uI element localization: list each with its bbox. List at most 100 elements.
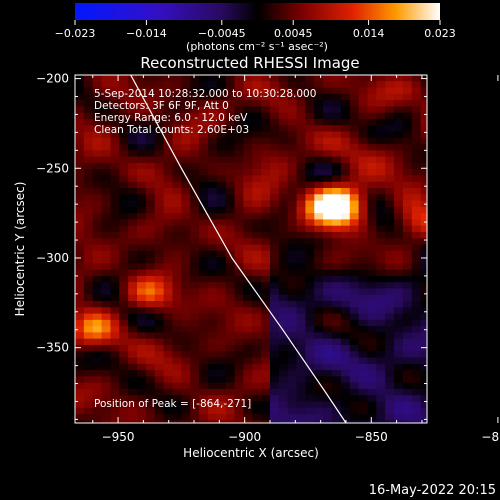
image-pixel [305,225,315,233]
image-pixel [234,250,244,258]
image-pixel [420,275,427,283]
image-pixel [137,100,147,107]
image-pixel [216,156,227,164]
image-pixel [190,137,200,145]
image-pixel [110,407,120,415]
image-pixel [172,282,182,290]
image-pixel [207,137,218,145]
image-pixel [358,169,369,177]
image-pixel [305,238,315,246]
image-pixel [199,275,209,283]
image-pixel [92,407,103,415]
image-pixel [75,288,85,296]
image-pixel [101,188,112,195]
image-pixel [340,414,351,421]
image-pixel [411,106,422,114]
image-pixel [261,257,271,264]
image-pixel [411,288,422,296]
image-pixel [83,288,94,296]
image-pixel [323,206,333,214]
image-pixel [234,137,244,145]
image-pixel [137,382,147,390]
image-pixel [261,301,271,308]
image-pixel [207,407,218,415]
image-pixel [376,194,386,202]
image-pixel [172,137,182,145]
image-pixel [402,319,413,327]
image-pixel [137,363,147,371]
image-pixel [305,388,315,396]
image-pixel [278,338,289,346]
image-pixel [385,294,395,302]
image-pixel [340,357,351,365]
image-pixel [172,231,182,239]
image-pixel [207,169,218,177]
image-pixel [243,338,253,346]
image-pixel [394,351,404,359]
image-pixel [385,401,395,409]
image-pixel [216,87,227,95]
image-pixel [163,75,174,82]
image-pixel [181,106,191,114]
image-pixel [269,257,280,264]
image-pixel [101,319,112,327]
image-pixel [323,181,333,189]
image-pixel [411,219,422,227]
image-pixel [83,275,94,283]
image-pixel [163,414,174,421]
image-pixel [340,294,351,302]
image-pixel [101,181,112,189]
image-pixel [163,382,174,390]
image-pixel [332,131,342,139]
image-pixel [92,275,103,283]
image-pixel [154,382,165,390]
image-pixel [154,238,165,246]
image-pixel [190,162,200,170]
image-pixel [349,263,360,271]
image-pixel [154,376,165,384]
image-pixel [199,307,209,315]
image-pixel [216,225,227,233]
image-pixel [287,144,298,151]
image-pixel [296,87,307,95]
image-pixel [234,169,244,177]
image-pixel [137,282,147,290]
image-pixel [349,338,360,346]
image-pixel [110,344,120,352]
image-pixel [119,200,129,208]
image-pixel [394,275,404,283]
image-pixel [358,370,369,377]
image-pixel [101,395,112,403]
image-pixel [225,238,236,246]
image-pixel [385,118,395,126]
image-pixel [243,219,253,227]
image-pixel [296,319,307,327]
image-pixel [172,338,182,346]
image-pixel [181,382,191,390]
image-pixel [128,144,138,151]
image-pixel [145,75,156,82]
image-pixel [323,388,333,396]
image-pixel [420,156,427,164]
image-pixel [172,376,182,384]
image-pixel [305,131,315,139]
image-pixel [394,81,404,89]
image-pixel [128,125,138,133]
image-pixel [376,156,386,164]
image-pixel [394,357,404,365]
image-pixel [137,401,147,409]
image-pixel [332,326,342,334]
image-pixel [119,269,129,277]
image-pixel [278,219,289,227]
image-pixel [332,118,342,126]
image-pixel [199,288,209,296]
image-pixel [261,169,271,177]
image-pixel [296,162,307,170]
image-pixel [199,194,209,202]
image-pixel [75,100,85,107]
image-pixel [252,118,262,126]
image-pixel [207,244,218,252]
image-pixel [110,275,120,283]
image-pixel [199,156,209,164]
image-pixel [314,150,324,158]
